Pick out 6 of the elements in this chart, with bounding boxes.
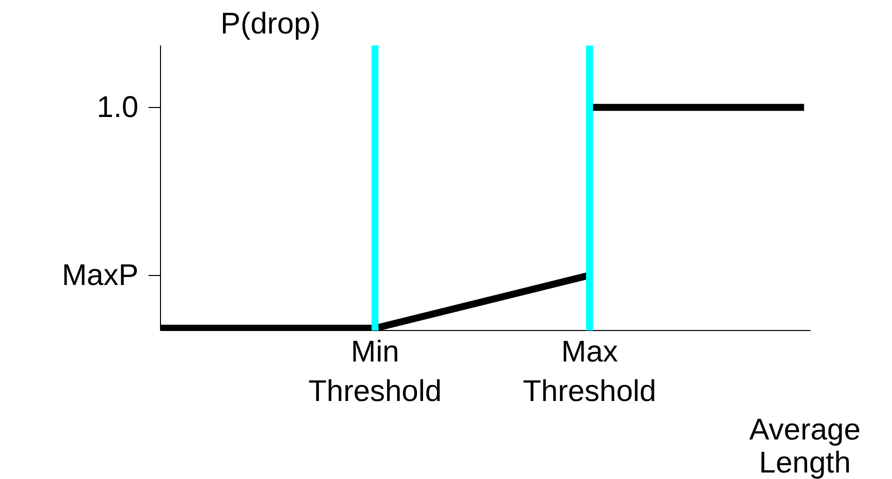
- y-axis-title: P(drop): [220, 8, 321, 40]
- x-tick-label: Min Threshold: [308, 336, 442, 408]
- text: 1.0: [96, 90, 139, 124]
- text: MaxP: [62, 258, 139, 292]
- x-axis-title: Average Length: [749, 414, 861, 479]
- x-tick-label: Max Threshold: [522, 336, 656, 408]
